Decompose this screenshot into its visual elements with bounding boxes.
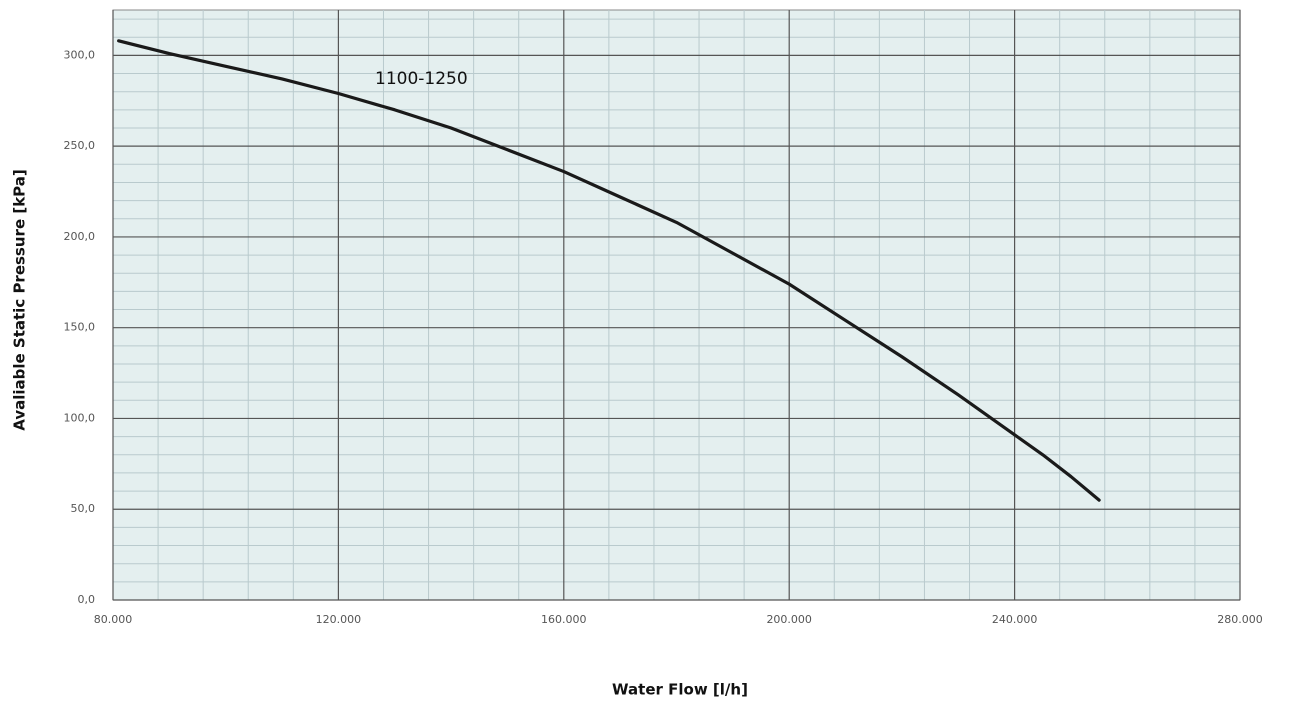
x-tick-label: 280.000: [1217, 613, 1263, 626]
x-tick-label: 80.000: [94, 613, 133, 626]
plot-area: [112, 9, 1241, 601]
x-tick-label: 120.000: [316, 613, 362, 626]
y-tick-label: 250,0: [64, 139, 96, 152]
x-tick-label: 240.000: [992, 613, 1038, 626]
curve: [117, 39, 1101, 502]
y-tick-label: 0,0: [78, 593, 96, 606]
y-tick-label: 200,0: [64, 230, 96, 243]
y-tick-label: 300,0: [64, 48, 96, 61]
y-tick-label: 150,0: [64, 321, 96, 334]
x-tick-label: 160.000: [541, 613, 587, 626]
series-label: 1100-1250: [375, 69, 468, 89]
x-axis-label: Water Flow [l/h]: [612, 681, 748, 699]
y-tick-label: 50,0: [71, 502, 96, 515]
x-tick-label: 200.000: [766, 613, 812, 626]
y-tick-label: 100,0: [64, 411, 96, 424]
y-axis-label: Avaliable Static Pressure [kPa]: [11, 169, 29, 430]
